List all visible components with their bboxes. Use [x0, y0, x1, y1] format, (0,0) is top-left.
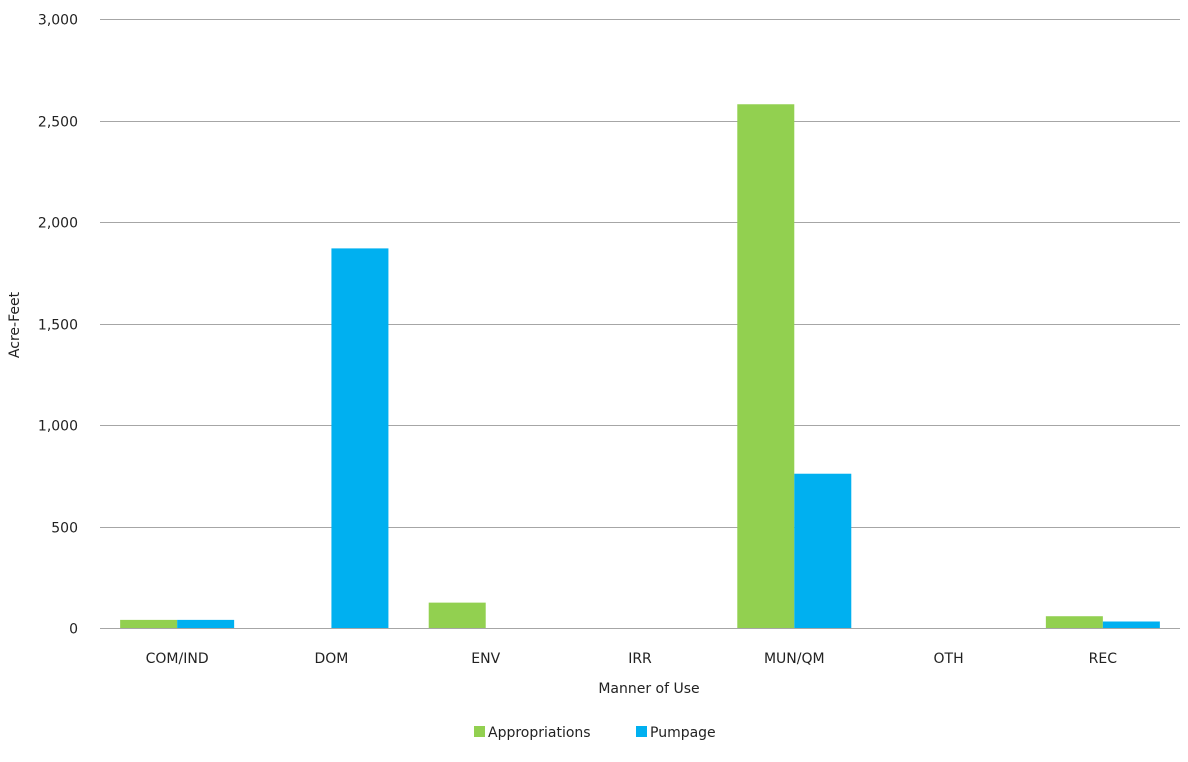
x-tick-label: REC — [1089, 651, 1118, 667]
y-tick-label: 1,000 — [38, 419, 78, 435]
legend: Appropriations Pumpage — [474, 725, 716, 741]
y-tick-label: 2,500 — [38, 115, 78, 131]
y-tick-label: 3,000 — [38, 13, 78, 29]
legend-label-appropriations: Appropriations — [488, 725, 591, 741]
y-tick-label: 500 — [51, 521, 78, 537]
x-tick-label: ENV — [471, 651, 500, 667]
x-tick-label: OTH — [934, 651, 964, 667]
y-tick-label: 2,000 — [38, 216, 78, 232]
bar-appropriations-mun-qm — [737, 104, 794, 628]
bar-pumpage-com-ind — [177, 620, 234, 628]
bar-appropriations-com-ind — [120, 620, 177, 628]
bar-appropriations-rec — [1046, 616, 1103, 628]
y-tick-label: 1,500 — [38, 318, 78, 334]
legend-swatch-appropriations — [474, 726, 485, 737]
x-tick-label: IRR — [628, 651, 652, 667]
y-tick-label: 0 — [69, 622, 78, 638]
x-tick-label: MUN/QM — [764, 651, 825, 667]
x-axis-title: Manner of Use — [598, 681, 699, 697]
x-tick-label: DOM — [314, 651, 348, 667]
legend-label-pumpage: Pumpage — [650, 725, 716, 741]
legend-swatch-pumpage — [636, 726, 647, 737]
bar-pumpage-rec — [1103, 622, 1160, 628]
bar-pumpage-dom — [331, 248, 388, 628]
y-axis-ticks: 0 500 1,000 1,500 2,000 2,500 3,000 — [38, 13, 78, 638]
bar-appropriations-env — [429, 603, 486, 628]
bar-pumpage-mun-qm — [794, 474, 851, 628]
x-tick-label: COM/IND — [146, 651, 209, 667]
y-axis-title: Acre-Feet — [7, 291, 23, 358]
bars — [120, 104, 1160, 628]
x-axis-ticks: COM/IND DOM ENV IRR MUN/QM OTH REC — [146, 651, 1118, 667]
gridlines — [100, 20, 1180, 629]
